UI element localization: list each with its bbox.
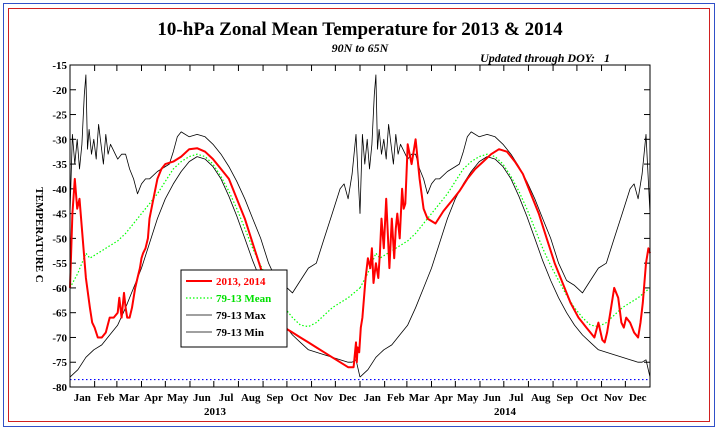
x-month-label: Aug — [241, 392, 261, 404]
chart-subtitle: 90N to 65N — [332, 41, 390, 55]
y-tick-label: -40 — [52, 184, 67, 196]
series-min — [69, 156, 361, 378]
y-tick-label: -15 — [52, 60, 67, 72]
x-month-label: Oct — [581, 392, 598, 404]
x-month-label: Oct — [291, 392, 308, 404]
y-tick-label: -30 — [52, 134, 67, 146]
legend-label-obs: 2013, 2014 — [216, 276, 266, 288]
x-year-label: 2013 — [204, 406, 227, 418]
series-mean — [69, 153, 361, 328]
x-month-label: Sep — [266, 392, 283, 404]
x-month-label: Jan — [364, 392, 381, 404]
y-tick-label: -50 — [52, 233, 67, 245]
y-tick-label: -60 — [52, 283, 67, 295]
x-month-label: Feb — [97, 392, 115, 404]
y-tick-label: -65 — [52, 308, 67, 320]
x-month-label: May — [167, 392, 189, 404]
y-tick-label: -35 — [52, 159, 67, 171]
y-tick-label: -75 — [52, 357, 67, 369]
inner-frame — [8, 8, 710, 422]
legend-label-max: 79-13 Max — [216, 310, 266, 322]
series-max — [359, 74, 651, 294]
x-month-label: Mar — [119, 392, 140, 404]
y-tick-label: -45 — [52, 209, 67, 221]
series-mean — [359, 153, 651, 328]
x-month-label: Dec — [339, 392, 357, 404]
y-tick-label: -55 — [52, 258, 67, 270]
series-max — [69, 74, 361, 294]
x-month-label: Jun — [483, 392, 501, 404]
y-tick-label: -20 — [52, 85, 67, 97]
x-month-label: Aug — [531, 392, 551, 404]
x-month-label: Nov — [314, 392, 333, 404]
y-axis-label: TEMPERATURE C — [33, 187, 45, 282]
chart-title: 10-hPa Zonal Mean Temperature for 2013 &… — [157, 19, 563, 40]
x-year-label: 2014 — [494, 406, 517, 418]
y-tick-label: -80 — [52, 382, 67, 394]
y-tick-label: -70 — [52, 332, 67, 344]
x-month-label: Sep — [556, 392, 573, 404]
legend-label-min: 79-13 Min — [216, 327, 264, 339]
x-month-label: Dec — [629, 392, 647, 404]
y-tick-label: -25 — [52, 110, 67, 122]
updated-note: Updated through DOY: 1 — [480, 51, 610, 65]
x-month-label: Jul — [219, 392, 234, 404]
legend: 2013, 2014 79-13 Mean 79-13 Max 79-13 Mi… — [180, 269, 288, 348]
outer-frame — [3, 3, 715, 427]
x-month-label: Mar — [409, 392, 430, 404]
x-month-label: Jul — [509, 392, 524, 404]
x-month-label: Jan — [74, 392, 91, 404]
x-month-label: Apr — [144, 392, 163, 404]
series-observed — [69, 138, 651, 369]
x-month-label: Nov — [604, 392, 623, 404]
x-month-label: May — [457, 392, 479, 404]
x-month-label: Apr — [434, 392, 453, 404]
series-min — [359, 156, 651, 378]
legend-label-mean: 79-13 Mean — [216, 293, 271, 305]
plot-area-border — [69, 64, 651, 388]
legend-box — [180, 269, 288, 348]
x-month-label: Feb — [387, 392, 405, 404]
x-month-label: Jun — [193, 392, 211, 404]
